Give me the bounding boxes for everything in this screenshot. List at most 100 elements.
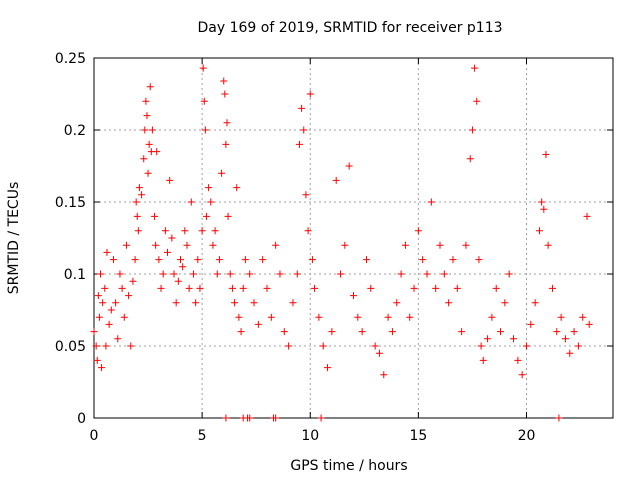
data-point [401,241,409,249]
x-tick-label: 15 [409,428,427,444]
x-tick-label: 10 [301,428,319,444]
data-point [345,162,353,170]
data-point [215,256,223,264]
data-point [566,349,574,357]
tick-labels: 0 0.05 0.1 0.15 0.2 0.25 0 5 10 15 20 [55,51,536,444]
data-point [542,150,550,158]
data-point [220,77,228,85]
data-point [419,256,427,264]
y-tick-label: 0.15 [55,195,86,211]
data-point [134,227,142,235]
data-point [112,299,120,307]
data-point [300,126,308,134]
data-point [484,335,492,343]
data-point [145,140,153,148]
data-point [174,277,182,285]
data-point [172,299,180,307]
data-point [131,256,139,264]
y-tick-label: 0.25 [55,51,86,67]
data-point [272,414,280,422]
data-point [152,241,160,249]
data-point [107,306,115,314]
data-point [201,126,209,134]
data-point [371,342,379,350]
data-point [183,241,191,249]
data-point [94,292,102,300]
data-point [362,256,370,264]
data-point [250,299,258,307]
data-point [109,256,117,264]
data-point [231,299,239,307]
data-point [267,313,275,321]
data-point [223,119,231,127]
data-point [241,256,249,264]
data-point [317,414,325,422]
data-point [148,126,156,134]
data-point [380,371,388,379]
data-point [263,284,271,292]
data-point [427,198,435,206]
data-point [114,335,122,343]
data-point [473,97,481,105]
data-point [246,270,254,278]
data-point [213,270,221,278]
data-point [90,328,98,336]
data-point [553,328,561,336]
data-point [135,184,143,192]
data-point [192,299,200,307]
data-point [116,270,124,278]
data-point [367,284,375,292]
data-point [118,284,126,292]
data-point [384,313,392,321]
data-point [514,356,522,364]
data-point [276,270,284,278]
chart-title: Day 169 of 2019, SRMTID for receiver p11… [197,20,502,36]
data-point [311,284,319,292]
data-point [375,349,383,357]
data-point [358,328,366,336]
data-point [161,227,169,235]
data-point [570,328,578,336]
data-point [170,270,178,278]
data-point [198,227,206,235]
data-point [449,256,457,264]
data-point [103,248,111,256]
data-point [557,313,565,321]
data-point [246,414,254,422]
data-point [166,176,174,184]
x-tick-label: 20 [518,428,536,444]
data-point [218,169,226,177]
data-point [129,277,137,285]
data-point [393,299,401,307]
data-point [207,198,215,206]
data-point [548,284,556,292]
plot-frame [93,57,614,419]
data-point [120,313,128,321]
data-point [510,335,518,343]
data-point [341,241,349,249]
data-point [440,270,448,278]
data-point [289,299,297,307]
data-point [308,256,316,264]
data-point [285,342,293,350]
data-point [397,270,405,278]
data-point [492,284,500,292]
data-point [144,169,152,177]
y-tick-label: 0 [77,411,86,427]
x-tick-label: 0 [90,428,99,444]
data-point [328,328,336,336]
data-point [228,284,236,292]
data-point [324,364,332,372]
data-point [468,126,476,134]
data-point [157,284,165,292]
data-point [531,299,539,307]
data-point [146,83,154,91]
data-point [471,64,479,72]
data-point [479,356,487,364]
y-tick-label: 0.1 [64,267,86,283]
data-point [466,155,474,163]
data-point [306,90,314,98]
data-point [462,241,470,249]
data-point [194,256,202,264]
